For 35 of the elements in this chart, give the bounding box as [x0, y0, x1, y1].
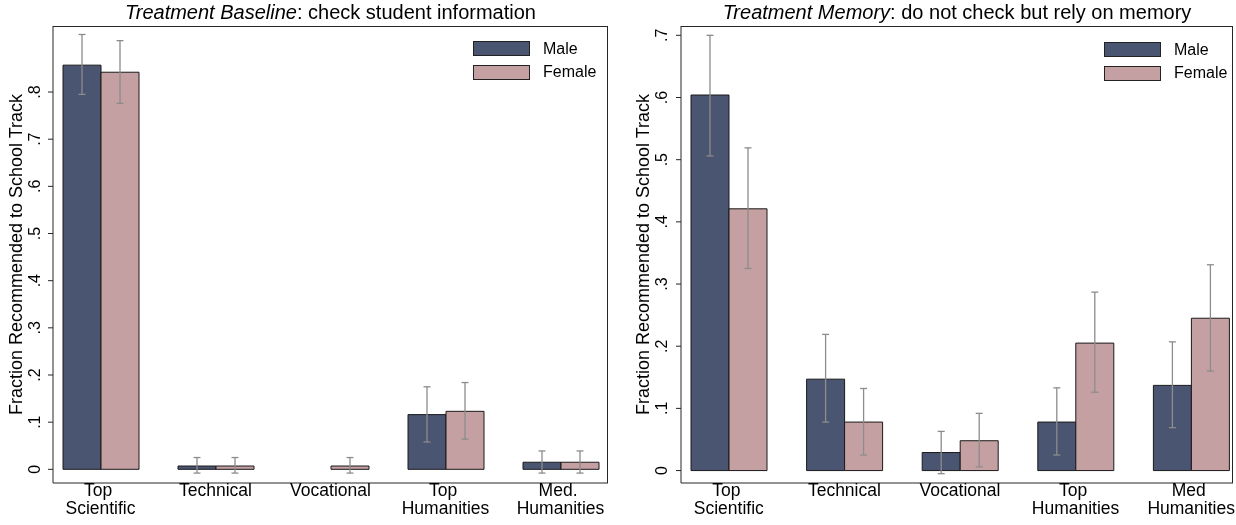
x-tick-label: Med Humanities	[1147, 480, 1236, 518]
x-tick-label: Top Humanities	[1031, 480, 1120, 518]
chart-title: Treatment Memory: do not check but rely on memory	[721, 0, 1193, 25]
y-tick-label: .7	[653, 28, 671, 42]
y-tick-label: .6	[26, 179, 44, 194]
y-tick-label: .2	[653, 339, 671, 353]
x-tick-label: Technical	[807, 480, 881, 500]
y-tick-label: .7	[26, 132, 44, 146]
x-tick-label: Top Scientific	[65, 480, 136, 518]
x-tick-label: Top Scientific	[693, 480, 765, 518]
y-axis-title: Fraction Recommended to School Track	[633, 92, 653, 416]
x-tick-label: Technical	[179, 480, 252, 500]
y-tick-label: .3	[26, 321, 44, 335]
x-tick-label: Vocational	[919, 480, 1001, 500]
chart-title: Treatment Baseline: check student information	[124, 0, 537, 25]
y-tick-label: .6	[653, 90, 671, 105]
y-tick-label: .4	[653, 215, 671, 229]
y-tick-label: .2	[26, 368, 44, 382]
legend-label: Male	[1174, 40, 1209, 59]
legend-label: Female	[543, 63, 597, 82]
y-tick-label: .3	[653, 277, 671, 291]
y-tick-label: .4	[26, 273, 44, 288]
y-tick-label: .1	[26, 415, 44, 429]
x-tick-label: Top Humanities	[401, 480, 490, 518]
y-tick-label: 0	[653, 466, 671, 476]
x-tick-label: Med. Humanities	[516, 480, 605, 518]
y-tick-label: .1	[653, 401, 671, 416]
x-tick-label: Vocational	[290, 480, 371, 500]
y-axis-title: Fraction Recommended to School Track	[6, 92, 26, 416]
legend-label: Female	[1174, 64, 1228, 83]
y-tick-label: 0	[26, 464, 44, 474]
y-tick-label: .8	[26, 85, 44, 99]
y-tick-label: .5	[26, 226, 44, 241]
legend-label: Male	[543, 39, 578, 58]
y-tick-label: .5	[653, 152, 671, 167]
